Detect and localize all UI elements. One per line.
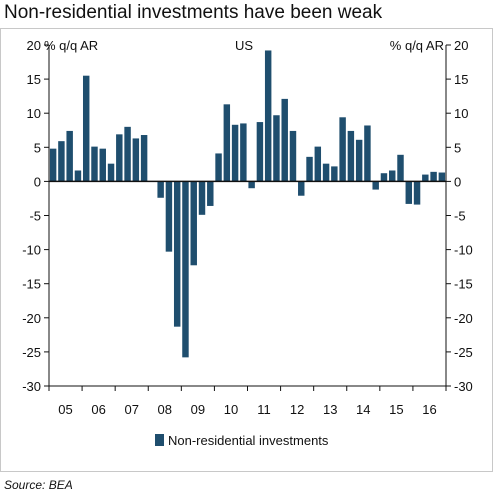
y-axis-label-left: % q/q AR xyxy=(44,38,98,53)
bar xyxy=(165,181,173,252)
y-tick-label-left: -25 xyxy=(22,345,41,360)
bar xyxy=(248,181,255,189)
bar xyxy=(314,146,322,182)
bar xyxy=(173,181,181,327)
x-tick-label: 05 xyxy=(58,402,72,417)
bar xyxy=(397,154,404,182)
y-tick-label-left: 10 xyxy=(27,106,41,121)
x-tick-label: 10 xyxy=(224,402,238,417)
bar xyxy=(66,130,73,182)
y-tick-label-left: 5 xyxy=(34,140,41,155)
y-tick-label-left: 0 xyxy=(34,174,41,189)
y-tick-label-left: 15 xyxy=(27,72,41,87)
bar xyxy=(91,146,98,182)
bar xyxy=(430,171,437,182)
y-tick-label-right: -10 xyxy=(454,243,473,258)
y-tick-label-left: 20 xyxy=(27,38,41,53)
bar xyxy=(256,122,264,182)
chart-panel xyxy=(0,28,493,472)
bar xyxy=(231,124,239,182)
y-tick-label-right: -30 xyxy=(454,379,473,394)
bar xyxy=(289,130,297,182)
bar xyxy=(198,181,206,215)
legend-swatch xyxy=(155,434,164,446)
x-tick-label: 15 xyxy=(389,402,403,417)
bar xyxy=(273,115,280,182)
bar xyxy=(405,181,413,204)
y-tick-label-right: 10 xyxy=(454,106,468,121)
x-tick-label: 08 xyxy=(158,402,172,417)
bar xyxy=(438,172,446,182)
bar xyxy=(107,163,115,182)
bar xyxy=(306,156,313,182)
bar xyxy=(322,163,330,182)
bar xyxy=(422,174,429,182)
bar xyxy=(140,135,148,182)
bar xyxy=(99,148,106,182)
y-tick-label-right: 15 xyxy=(454,72,468,87)
y-tick-label-right: 0 xyxy=(454,174,461,189)
x-tick-label: 09 xyxy=(191,402,205,417)
bar xyxy=(355,139,363,182)
x-tick-label: 07 xyxy=(124,402,138,417)
region-label: US xyxy=(235,38,253,53)
bar xyxy=(264,50,272,182)
bar xyxy=(74,170,82,182)
bar xyxy=(58,141,65,182)
bar xyxy=(49,148,57,182)
source-note: Source: BEA xyxy=(4,478,73,492)
x-tick-label: 06 xyxy=(91,402,105,417)
bar xyxy=(331,166,338,182)
bar xyxy=(298,181,305,196)
y-tick-label-right: -15 xyxy=(454,277,473,292)
x-tick-label: 16 xyxy=(422,402,436,417)
bar xyxy=(413,181,421,205)
bar xyxy=(347,130,355,182)
y-tick-label-right: 5 xyxy=(454,140,461,155)
bar xyxy=(157,181,164,198)
bar xyxy=(223,104,231,182)
bar xyxy=(380,173,388,182)
y-tick-label-right: -5 xyxy=(454,209,466,224)
bar xyxy=(240,123,247,182)
chart-title: Non-residential investments have been we… xyxy=(4,2,383,23)
labels: 20 20 15 15 10 10 5 5 0 0 -5 -5 -10 -10 -15 -15 -20 -20 -2… xyxy=(22,38,473,417)
y-tick-label-left: -10 xyxy=(22,243,41,258)
bar xyxy=(190,181,197,266)
bar xyxy=(182,181,189,358)
y-tick-label-right: -20 xyxy=(454,311,473,326)
y-tick-label-right: -25 xyxy=(454,345,473,360)
x-tick-label: 13 xyxy=(323,402,337,417)
axes xyxy=(44,44,451,391)
bar xyxy=(364,125,371,182)
bar xyxy=(82,75,90,182)
bar xyxy=(372,181,379,190)
y-axis-label-right: % q/q AR xyxy=(390,38,444,53)
x-tick-label: 11 xyxy=(257,402,271,417)
y-tick-label-left: -15 xyxy=(22,277,41,292)
x-tick-label: 12 xyxy=(290,402,304,417)
legend-label: Non-residential investments xyxy=(168,433,329,448)
bar xyxy=(124,126,131,182)
y-tick-label-left: -30 xyxy=(22,379,41,394)
bar xyxy=(116,134,123,182)
bar xyxy=(389,170,396,182)
bars xyxy=(49,50,446,358)
bar xyxy=(207,181,214,206)
y-tick-label-left: -20 xyxy=(22,311,41,326)
bar xyxy=(339,117,346,182)
bar xyxy=(132,138,140,182)
y-tick-label-right: 20 xyxy=(454,38,468,53)
x-tick-label: 14 xyxy=(356,402,370,417)
bar xyxy=(215,153,222,182)
y-tick-label-left: -5 xyxy=(29,209,41,224)
bar xyxy=(281,98,288,182)
